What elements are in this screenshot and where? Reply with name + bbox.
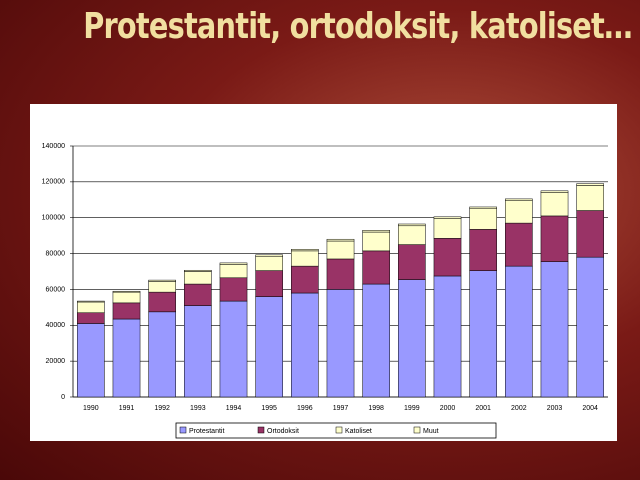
bar-segment [112,290,141,293]
bar-segment [540,192,569,217]
legend-label: Ortodoksit [267,428,299,435]
x-tick-label: 2002 [511,405,527,412]
bar-segment [326,240,355,260]
x-tick-label: 1994 [226,405,242,412]
bar-segment [469,270,497,398]
y-tick-label: 100000 [42,215,65,222]
bar-segment [540,190,569,193]
legend-label: Katoliset [345,428,372,435]
bar-segment [112,291,141,304]
bar-segment [77,301,105,313]
bar-segment [219,300,248,398]
x-tick-label: 2000 [440,405,456,412]
legend-swatch [335,426,343,434]
bar-segment [398,225,426,245]
bar-segment [148,291,176,313]
legend-label: Protestantit [189,428,224,435]
x-tick-label: 2004 [582,405,598,412]
bar-segment [398,223,426,227]
x-tick-label: 2003 [547,405,563,412]
bar-segment [576,210,604,258]
bar-segment [362,231,390,252]
bar-segment [433,216,462,219]
bar-segment [77,300,105,303]
bar-segment [576,183,604,186]
bar-segment [112,302,141,320]
legend-swatch [179,426,187,434]
bar-segment [184,283,212,306]
bar-segment [148,311,176,398]
bar-segment [184,305,212,398]
x-tick-label: 1999 [404,405,420,412]
bar-segment [219,264,248,279]
bar-segment [362,230,390,233]
x-tick-label: 1990 [83,405,99,412]
bar-segment [255,254,283,257]
bar-segment [148,281,176,293]
bar-segment [255,256,283,271]
bar-segment [505,198,533,201]
bar-segment [469,208,497,230]
y-tick-label: 140000 [42,143,65,150]
bar-segment [433,238,462,277]
x-tick-label: 2001 [475,405,491,412]
bar-segment [469,229,497,271]
bar-segment [184,269,212,272]
bar-segment [326,289,355,398]
x-tick-label: 1991 [119,405,135,412]
bar-segment [219,277,248,302]
bar-segment [433,275,462,398]
x-tick-label: 1998 [368,405,384,412]
x-tick-label: 1993 [190,405,206,412]
x-tick-label: 1996 [297,405,313,412]
bar-segment [77,323,105,398]
y-tick-label: 80000 [46,250,66,257]
bar-segment [219,262,248,265]
bar-segment [291,265,319,294]
legend-swatch [257,426,265,434]
bar-segment [505,200,533,224]
y-tick-label: 60000 [46,286,66,293]
bar-segment [291,292,319,398]
bar-segment [576,256,604,398]
x-tick-label: 1992 [154,405,170,412]
bar-segment [576,185,604,211]
bar-segment [362,283,390,398]
y-tick-label: 120000 [42,179,65,186]
bar-segment [505,265,533,398]
bar-segment [184,271,212,285]
bar-segment [255,296,283,398]
legend-swatch [413,426,421,434]
x-tick-label: 1997 [333,405,349,412]
slide-title: Protestantit, ortodoksit, katoliset… [83,6,633,47]
bar-segment [255,270,283,297]
bar-segment [469,206,497,209]
bar-segment [362,250,390,285]
legend-label: Muut [423,428,439,435]
bar-segment [540,261,569,398]
bar-segment [291,250,319,267]
bar-segment [112,318,141,398]
bar-segment [398,279,426,398]
bar-segment [433,218,462,239]
bar-segment [540,215,569,262]
bar-segment [505,222,533,267]
bar-segment [326,238,355,242]
bar-segment [326,258,355,290]
bar-segment [291,249,319,252]
bar-segment [77,312,105,324]
x-tick-label: 1995 [261,405,277,412]
y-tick-label: 40000 [46,322,66,329]
y-tick-label: 20000 [46,358,66,365]
y-tick-label: 0 [61,394,65,401]
bar-segment [398,244,426,280]
bar-segment [148,279,176,282]
